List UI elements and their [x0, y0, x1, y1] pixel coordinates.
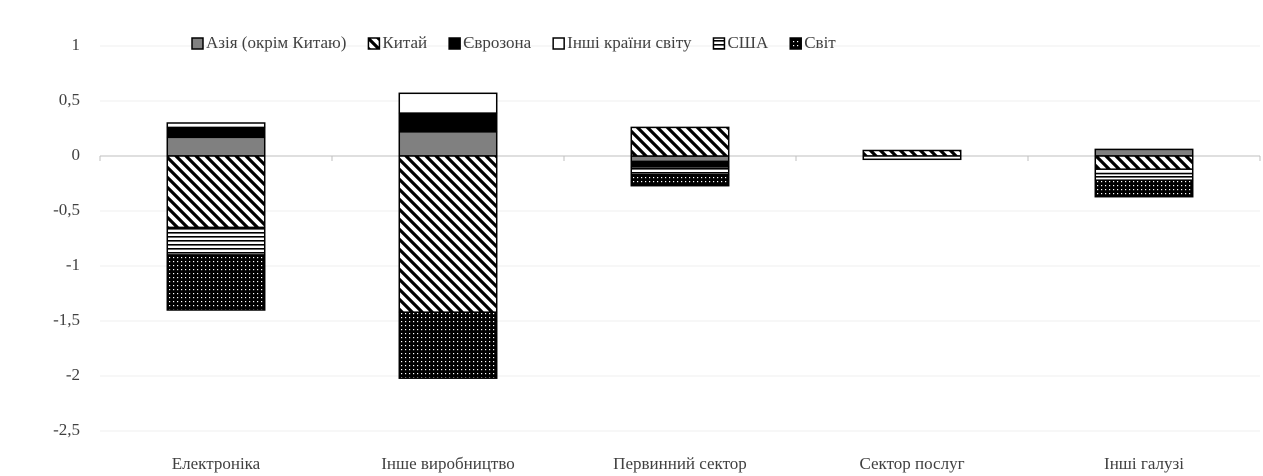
x-tick-label: Інші галузі: [1104, 454, 1184, 473]
bar-segment: [630, 155, 730, 163]
bar-segment: [398, 112, 498, 133]
y-tick-label: -1: [66, 255, 80, 274]
bar-segment: [166, 254, 266, 311]
legend-swatch: [552, 37, 565, 50]
bar-segment: [398, 155, 498, 313]
bar-segment: [166, 136, 266, 157]
legend-label: Інші країни світу: [567, 33, 692, 52]
y-tick-label: -2,5: [53, 420, 80, 439]
legend-label: Світ: [804, 33, 836, 52]
x-tick-label: Сектор послуг: [859, 454, 964, 473]
bar-segment: [1094, 148, 1194, 157]
y-tick-label: 1: [72, 35, 81, 54]
bar-segment: [166, 122, 266, 129]
bar-segment: [1094, 179, 1194, 198]
bar-segment: [398, 92, 498, 114]
bar-segment: [166, 226, 266, 256]
bar-segment: [398, 131, 498, 157]
x-tick-label: Інше виробництво: [381, 454, 515, 473]
legend-label: Єврозона: [463, 33, 531, 52]
y-tick-label: -1,5: [53, 310, 80, 329]
bar-segment: [166, 126, 266, 139]
bar-segment: [1094, 172, 1194, 181]
bar-segment: [862, 155, 962, 161]
y-tick-label: -0,5: [53, 200, 80, 219]
bar-segment: [630, 173, 730, 187]
legend-swatch: [191, 37, 204, 50]
legend-label: Азія (окрім Китаю): [206, 33, 346, 52]
legend-swatch: [367, 37, 381, 50]
bar-segment: [398, 311, 498, 379]
y-tick-label: 0,5: [59, 90, 80, 109]
bar-segment: [630, 160, 730, 168]
x-tick-label: Електроніка: [172, 454, 261, 473]
bar-segment: [166, 155, 266, 229]
legend-label: Китай: [382, 33, 427, 52]
bar-segment: [630, 166, 730, 176]
bar-segment: [1094, 155, 1194, 170]
legend-swatch: [448, 37, 461, 50]
legend-label: США: [727, 33, 768, 52]
bar-segment: [630, 126, 730, 157]
legend-swatch: [712, 37, 726, 50]
y-tick-label: -2: [66, 365, 80, 384]
y-tick-label: 0: [72, 145, 81, 164]
legend-swatch: [789, 37, 802, 50]
x-tick-label: Первинний сектор: [613, 454, 747, 473]
bar-segment: [862, 149, 962, 157]
